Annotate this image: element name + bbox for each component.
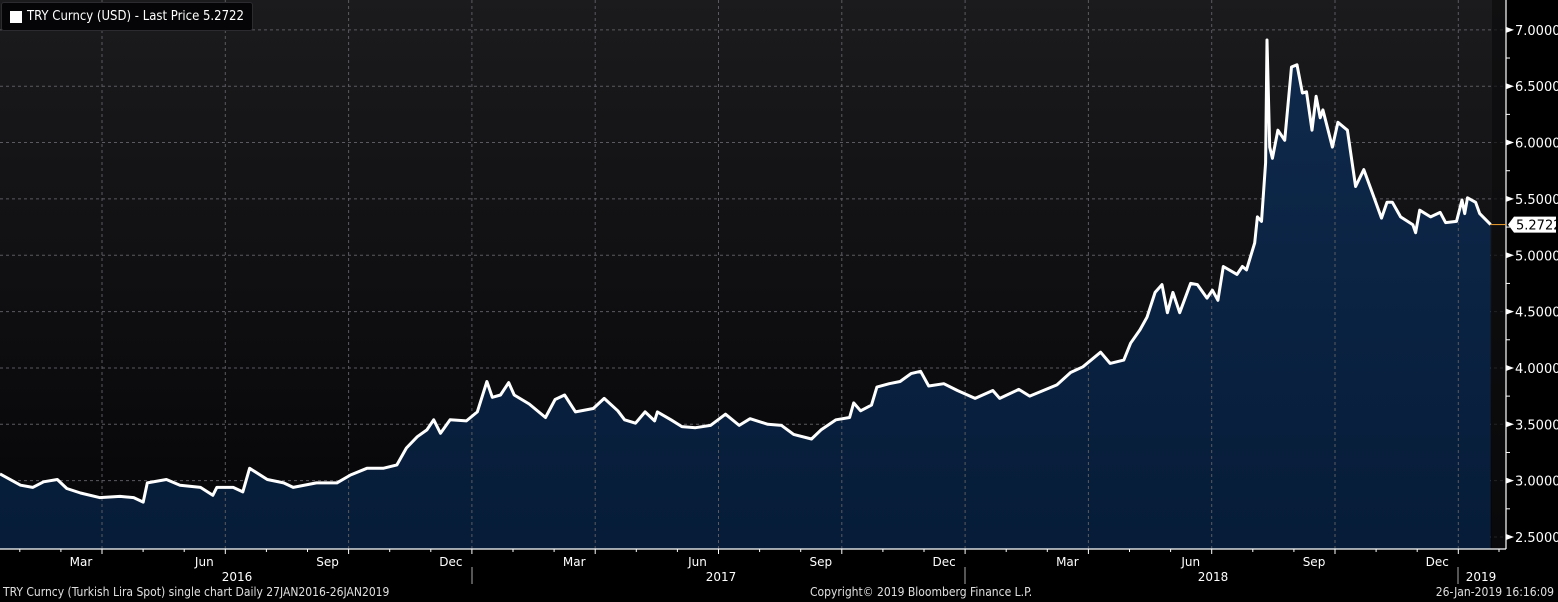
y-tick-pointer [1506, 534, 1514, 540]
y-tick-pointer [1506, 252, 1514, 259]
y-tick-label: 5.0000 [1515, 249, 1558, 264]
price-area-fill [0, 40, 1491, 549]
x-year-label: 2016 [222, 570, 253, 584]
x-month-label: Mar [1056, 555, 1079, 569]
x-year-label: 2019 [1466, 570, 1497, 584]
x-month-label: Jun [687, 555, 707, 569]
chart-description: TRY Curncy (Turkish Lira Spot) single ch… [3, 585, 390, 599]
y-tick-label: 2.5000 [1515, 531, 1558, 546]
x-month-label: Jun [1180, 555, 1200, 569]
x-month-label: Jun [194, 555, 214, 569]
last-price-marker: 5.2722 [1490, 216, 1558, 234]
y-tick-pointer [1506, 195, 1514, 202]
x-month-label: Dec [1426, 555, 1449, 569]
y-tick-label: 3.5000 [1515, 418, 1558, 433]
x-month-label: Mar [70, 555, 93, 569]
last-price-tag [1508, 216, 1556, 233]
x-month-label: Sep [809, 555, 832, 569]
y-tick-label: 7.0000 [1515, 24, 1558, 39]
x-month-label: Sep [316, 555, 339, 569]
x-axis: Mar Jun Sep Dec Mar Jun Sep Dec Mar Jun Sep Dec 2016… [0, 548, 1506, 584]
y-tick-pointer [1506, 26, 1514, 33]
y-tick-label: 3.0000 [1515, 475, 1558, 490]
y-tick-pointer [1506, 477, 1514, 484]
x-month-label: Dec [932, 555, 955, 569]
x-year-label: 2018 [1198, 570, 1229, 584]
y-axis: 7.0000 6.5000 6.0000 5.5000 5.0000 4.5000 4.00… [1505, 0, 1558, 549]
y-tick-pointer [1506, 364, 1514, 371]
y-tick-label: 5.5000 [1515, 193, 1558, 208]
copyright-text: Copyright© 2019 Bloomberg Finance L.P. [810, 585, 1033, 599]
vertical-gridlines [101, 0, 1459, 549]
y-tick-label: 4.0000 [1515, 362, 1558, 377]
y-tick-pointer [1506, 139, 1514, 146]
y-tick-pointer [1506, 83, 1514, 90]
y-tick-pointer [1506, 308, 1514, 315]
x-year-label: 2017 [706, 570, 737, 584]
price-line [0, 38, 1492, 504]
x-month-label: Dec [439, 555, 462, 569]
y-tick-label: 4.5000 [1515, 306, 1558, 321]
chart-legend: TRY Curncy (USD) - Last Price 5.2722 [1, 2, 253, 31]
y-tick-pointer [1506, 421, 1514, 428]
last-price-label: 5.2722 [1516, 219, 1558, 234]
legend-label: TRY Curncy (USD) - Last Price 5.2722 [27, 9, 244, 24]
y-tick-label: 6.5000 [1515, 80, 1558, 95]
x-month-label: Mar [563, 555, 586, 569]
future-region [1492, 0, 1506, 549]
y-tick-label: 6.0000 [1515, 137, 1558, 152]
timestamp: 26-Jan-2019 16:16:09 [1435, 585, 1554, 599]
legend-swatch-icon [10, 10, 22, 23]
x-month-label: Sep [1303, 555, 1326, 569]
